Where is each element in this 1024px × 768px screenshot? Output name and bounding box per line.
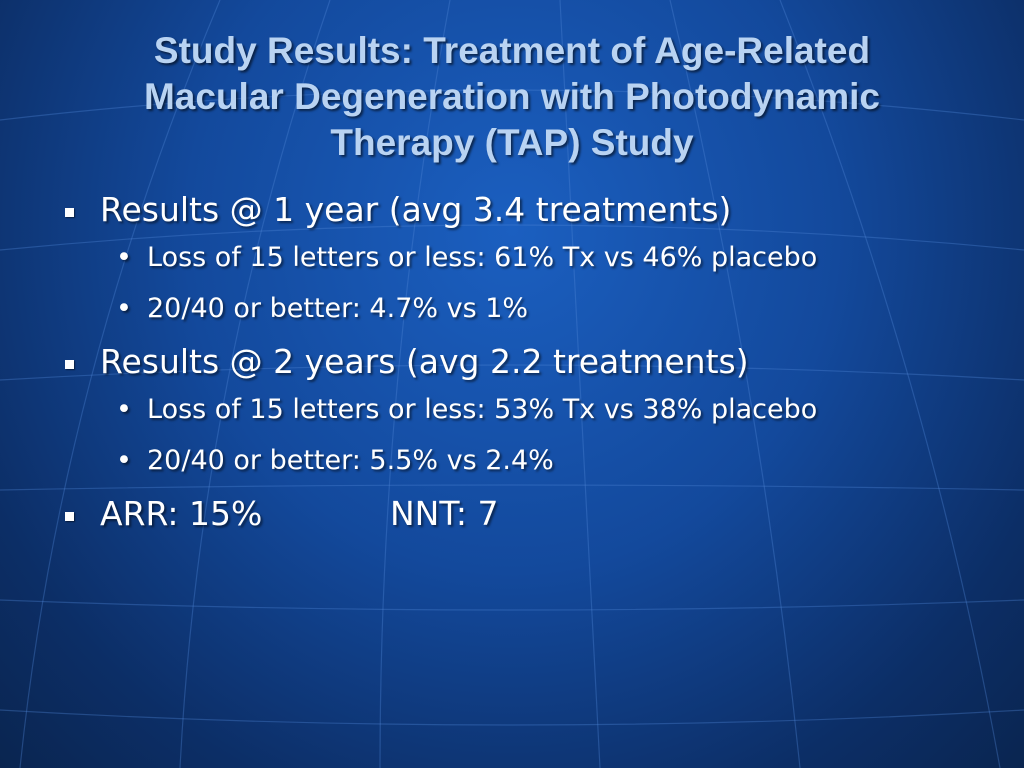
sub-bullet-text: 20/40 or better: 5.5% vs 2.4% (147, 445, 554, 476)
sub-bullet-text: Loss of 15 letters or less: 53% Tx vs 38… (147, 394, 818, 425)
title-line-1: Study Results: Treatment of Age-Related (153, 30, 871, 71)
bullet-text: Results @ 1 year (avg 3.4 treatments) (100, 190, 732, 229)
nnt-value: NNT: 7 (390, 494, 499, 533)
sub-bullet-acuity-2-years: • 20/40 or better: 5.5% vs 2.4% (116, 441, 887, 480)
slide-title: Study Results: Treatment of Age-Related … (40, 28, 984, 166)
bullet-results-2-years: Results @ 2 years (avg 2.2 treatments) (62, 340, 962, 384)
square-bullet-icon (65, 512, 74, 521)
bullet-results-1-year: Results @ 1 year (avg 3.4 treatments) (62, 188, 962, 232)
sub-bullet-text: Loss of 15 letters or less: 61% Tx vs 46… (147, 242, 818, 273)
bullet-list: Results @ 1 year (avg 3.4 treatments) • … (62, 188, 962, 542)
sub-bullet-acuity-1-year: • 20/40 or better: 4.7% vs 1% (116, 289, 887, 328)
dot-bullet-icon: • (116, 242, 132, 273)
dot-bullet-icon: • (116, 394, 132, 425)
bullet-text: Results @ 2 years (avg 2.2 treatments) (100, 342, 749, 381)
arr-value: ARR: 15% (100, 494, 263, 533)
dot-bullet-icon: • (116, 445, 132, 476)
dot-bullet-icon: • (116, 293, 132, 324)
sub-bullet-loss-2-years: • Loss of 15 letters or less: 53% Tx vs … (116, 390, 887, 429)
sub-bullet-loss-1-year: • Loss of 15 letters or less: 61% Tx vs … (116, 238, 887, 277)
square-bullet-icon (65, 208, 74, 217)
title-line-3: Therapy (TAP) Study (330, 122, 694, 163)
title-line-2: Macular Degeneration with Photodynamic (143, 76, 880, 117)
sub-bullet-text: 20/40 or better: 4.7% vs 1% (147, 293, 529, 324)
bullet-summary: ARR: 15% NNT: 7 (62, 492, 962, 536)
square-bullet-icon (65, 360, 74, 369)
